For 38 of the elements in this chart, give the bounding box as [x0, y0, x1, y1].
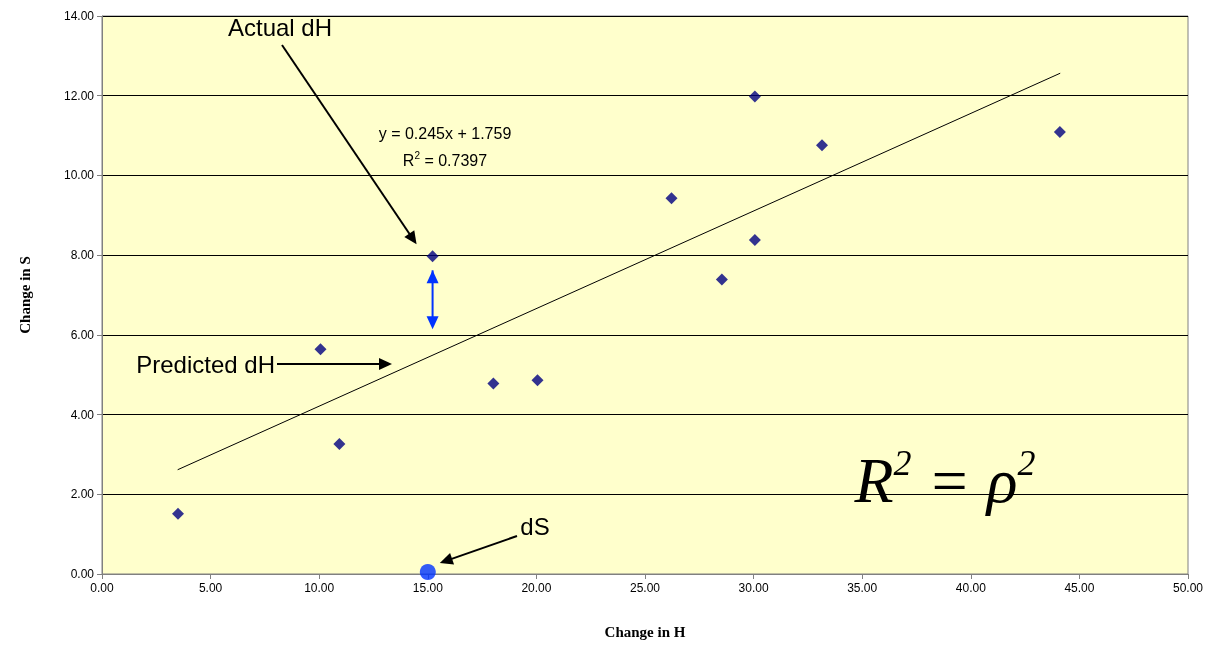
x-tick-label: 30.00 [738, 581, 769, 595]
y-tick-label: 4.00 [70, 407, 95, 422]
point [1053, 125, 1066, 138]
point [487, 377, 500, 390]
point [172, 507, 185, 520]
x-tick-label: 40.00 [955, 581, 987, 595]
x-tick-label: 35.00 [847, 581, 878, 595]
y-tick-label: 2.00 [70, 487, 95, 502]
point [748, 90, 761, 103]
point [419, 564, 436, 580]
point [816, 139, 829, 152]
y-tick-label: 12.00 [63, 88, 95, 103]
x-tick-label: 20.00 [521, 581, 552, 595]
annotation: y = 0.245x + 1.759 [378, 124, 512, 142]
point [748, 234, 761, 246]
x-tick-label: 25.00 [629, 581, 661, 595]
annotation: Actual dH [227, 13, 333, 41]
y-tick-label: 0.00 [70, 567, 95, 581]
y-tick-label: 6.00 [70, 327, 95, 342]
point [426, 250, 439, 263]
x-axis-title: Change in H [604, 623, 686, 640]
y-tick-label: 8.00 [70, 248, 95, 263]
x-tick-label: 5.00 [198, 581, 223, 595]
y-tick-label: 14.00 [63, 9, 95, 23]
point [333, 438, 346, 451]
point [665, 192, 678, 205]
x-tick-label: 45.00 [1064, 581, 1095, 595]
x-tick-label: 50.00 [1172, 581, 1204, 595]
y-tick-label: 10.00 [63, 168, 95, 183]
point [531, 374, 544, 387]
x-tick-label: 10.00 [304, 581, 335, 595]
x-tick-label: 15.00 [412, 581, 444, 595]
annotation: dS [520, 512, 550, 540]
x-tick-label: 0.00 [90, 581, 114, 595]
y-axis-title: Change in S [16, 256, 33, 334]
point [715, 273, 728, 286]
point [314, 343, 327, 356]
annotation: Predicted dH [136, 350, 275, 378]
